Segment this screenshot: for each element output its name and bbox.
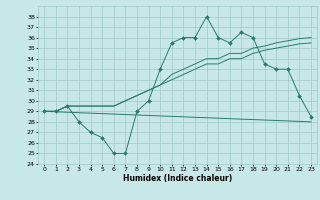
- X-axis label: Humidex (Indice chaleur): Humidex (Indice chaleur): [123, 174, 232, 183]
